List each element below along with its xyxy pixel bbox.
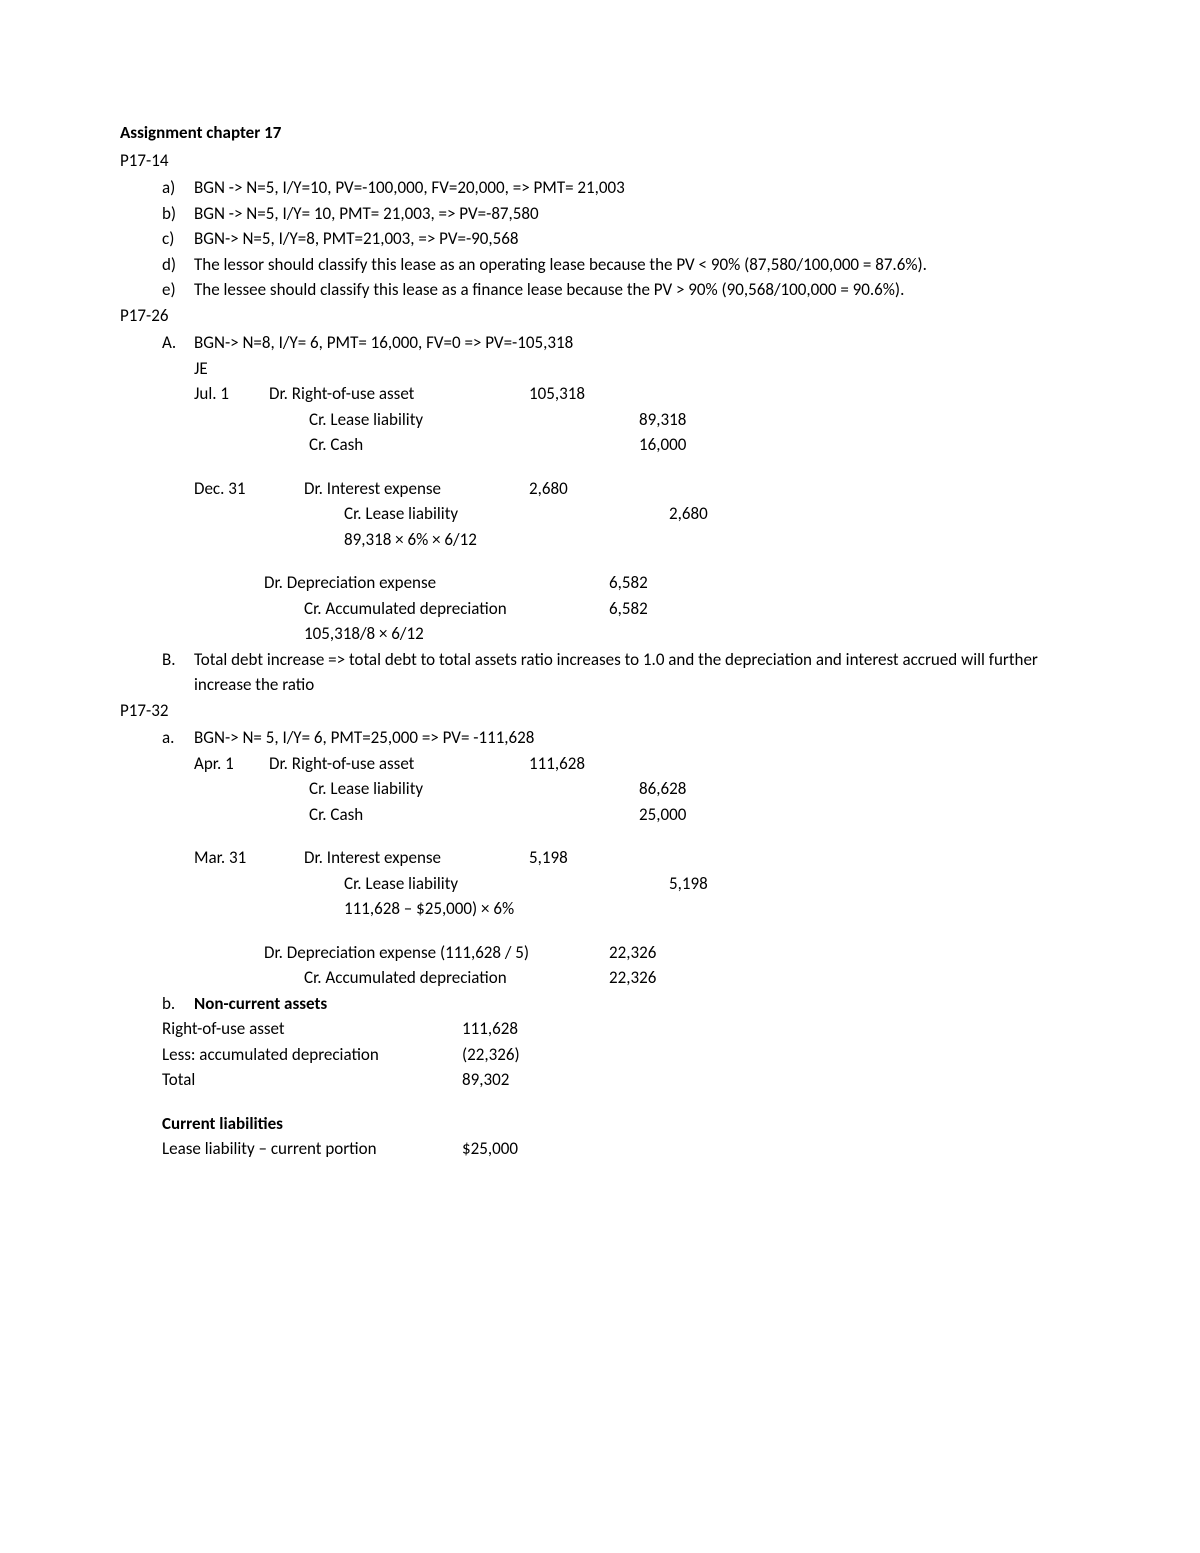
list-item: d) The lessor should classify this lease…: [162, 252, 1080, 278]
item-text: BGN-> N=5, I/Y=8, PMT=21,003, => PV=-90,…: [194, 226, 519, 252]
balance-label: Less: accumulated depreciation: [162, 1042, 462, 1068]
je-credit: 16,000: [609, 432, 689, 458]
item-text: BGN-> N=8, I/Y= 6, PMT= 16,000, FV=0 => …: [194, 330, 573, 356]
list-item: b. Non-current assets: [162, 991, 1080, 1017]
balance-section: Lease liability – current portion $25,00…: [162, 1136, 1080, 1162]
journal-entry: Dec. 31 Dr. Interest expense 2,680 Cr. L…: [162, 476, 1080, 553]
section-p17-14: P17-14: [120, 148, 1080, 174]
balance-value: (22,326): [462, 1042, 562, 1068]
list-item: e) The lessee should classify this lease…: [162, 277, 1080, 303]
journal-entry: Jul. 1 Dr. Right-of-use asset 105,318 Cr…: [162, 381, 1080, 458]
balance-label: Total: [162, 1067, 462, 1093]
je-date: Apr. 1: [194, 751, 269, 777]
balance-value: 89,302: [462, 1067, 562, 1093]
je-date: Mar. 31: [194, 845, 304, 871]
je-calc: 89,318 × 6% × 6/12: [304, 527, 529, 553]
list-item: b) BGN -> N=5, I/Y= 10, PMT= 21,003, => …: [162, 201, 1080, 227]
je-account: Dr. Right-of-use asset: [269, 381, 529, 407]
journal-entry: Mar. 31 Dr. Interest expense 5,198 Cr. L…: [162, 845, 1080, 922]
je-account: Cr. Lease liability: [269, 407, 529, 433]
list-item: B. Total debt increase => total debt to …: [162, 647, 1080, 698]
je-debit: 105,318: [529, 381, 609, 407]
je-label: JE: [162, 356, 1080, 382]
list-item: a. BGN-> N= 5, I/Y= 6, PMT=25,000 => PV=…: [162, 725, 1080, 751]
balance-section: Right-of-use asset 111,628 Less: accumul…: [162, 1016, 1080, 1093]
item-marker: a.: [162, 725, 194, 751]
je-credit: 22,326: [609, 965, 689, 991]
je-account: Dr. Right-of-use asset: [269, 751, 529, 777]
je-debit: 111,628: [529, 751, 609, 777]
list-item: A. BGN-> N=8, I/Y= 6, PMT= 16,000, FV=0 …: [162, 330, 1080, 356]
je-credit: 86,628: [609, 776, 689, 802]
item-marker: b): [162, 201, 194, 227]
item-text: The lessee should classify this lease as…: [194, 277, 904, 303]
je-credit: 5,198: [609, 871, 689, 897]
je-credit: 25,000: [609, 802, 689, 828]
je-account: Dr. Depreciation expense (111,628 / 5): [264, 940, 609, 966]
je-account: Dr. Interest expense: [304, 845, 529, 871]
balance-label: Lease liability – current portion: [162, 1136, 462, 1162]
je-debit: 2,680: [529, 476, 609, 502]
balance-value: $25,000: [462, 1136, 562, 1162]
subheading: Non-current assets: [194, 991, 327, 1017]
je-debit: 6,582: [609, 570, 689, 596]
balance-value: 111,628: [462, 1016, 562, 1042]
je-credit: 6,582: [609, 596, 689, 622]
item-text: Total debt increase => total debt to tot…: [194, 647, 1080, 698]
je-calc: 105,318/8 × 6/12: [264, 621, 609, 647]
item-marker: A.: [162, 330, 194, 356]
item-text: The lessor should classify this lease as…: [194, 252, 927, 278]
je-text: JE: [194, 356, 208, 382]
je-account: Cr. Accumulated depreciation: [264, 596, 609, 622]
je-credit: 2,680: [609, 501, 689, 527]
list-item: a) BGN -> N=5, I/Y=10, PV=-100,000, FV=2…: [162, 175, 1080, 201]
journal-entry: Dr. Depreciation expense (111,628 / 5) 2…: [162, 940, 1080, 991]
item-marker: d): [162, 252, 194, 278]
balance-label: Right-of-use asset: [162, 1016, 462, 1042]
item-text: BGN-> N= 5, I/Y= 6, PMT=25,000 => PV= -1…: [194, 725, 534, 751]
je-date: Jul. 1: [194, 381, 269, 407]
journal-entry: Dr. Depreciation expense 6,582 Cr. Accum…: [162, 570, 1080, 647]
section-p17-32: P17-32: [120, 698, 1080, 724]
item-text: BGN -> N=5, I/Y=10, PV=-100,000, FV=20,0…: [194, 175, 625, 201]
item-text: BGN -> N=5, I/Y= 10, PMT= 21,003, => PV=…: [194, 201, 539, 227]
je-account: Cr. Lease liability: [304, 871, 529, 897]
item-marker: b.: [162, 991, 194, 1017]
je-account: Dr. Interest expense: [304, 476, 529, 502]
item-marker: B.: [162, 647, 194, 698]
je-date: Dec. 31: [194, 476, 304, 502]
je-account: Cr. Lease liability: [304, 501, 529, 527]
section-p17-26: P17-26: [120, 303, 1080, 329]
je-account: Cr. Accumulated depreciation: [264, 965, 609, 991]
je-account: Cr. Cash: [269, 432, 529, 458]
je-account: Cr. Lease liability: [269, 776, 529, 802]
item-marker: e): [162, 277, 194, 303]
item-marker: a): [162, 175, 194, 201]
item-marker: c): [162, 226, 194, 252]
assignment-title: Assignment chapter 17: [120, 120, 1080, 146]
je-credit: 89,318: [609, 407, 689, 433]
je-calc: 111,628 – $25,000) × 6%: [304, 896, 529, 922]
journal-entry: Apr. 1 Dr. Right-of-use asset 111,628 Cr…: [162, 751, 1080, 828]
subheading: Current liabilities: [162, 1111, 1080, 1137]
je-debit: 5,198: [529, 845, 609, 871]
je-debit: 22,326: [609, 940, 689, 966]
je-account: Dr. Depreciation expense: [264, 570, 609, 596]
je-account: Cr. Cash: [269, 802, 529, 828]
list-item: c) BGN-> N=5, I/Y=8, PMT=21,003, => PV=-…: [162, 226, 1080, 252]
